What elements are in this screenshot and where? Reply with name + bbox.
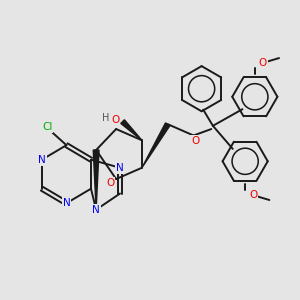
Text: H: H bbox=[102, 113, 110, 123]
Text: Cl: Cl bbox=[42, 122, 52, 132]
Text: N: N bbox=[63, 198, 70, 208]
Polygon shape bbox=[142, 123, 170, 168]
Text: O: O bbox=[111, 115, 120, 125]
Polygon shape bbox=[93, 150, 99, 210]
Text: O: O bbox=[191, 136, 199, 146]
Text: N: N bbox=[92, 205, 100, 215]
Text: N: N bbox=[38, 155, 46, 165]
Polygon shape bbox=[121, 120, 142, 140]
Text: O: O bbox=[106, 178, 114, 188]
Text: O: O bbox=[259, 58, 267, 68]
Text: O: O bbox=[249, 190, 257, 200]
Text: N: N bbox=[116, 163, 124, 173]
